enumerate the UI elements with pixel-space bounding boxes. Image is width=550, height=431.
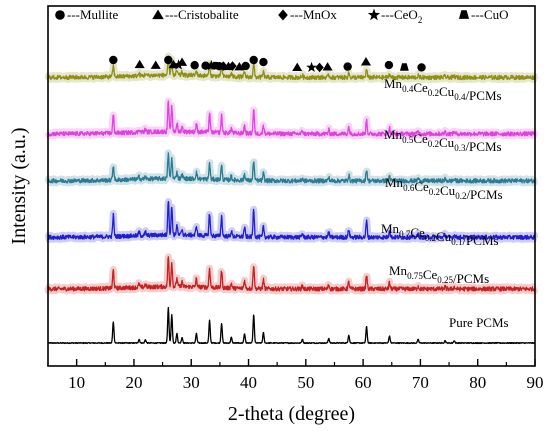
peak-marker-circle — [164, 55, 173, 65]
peak-marker-triangle — [150, 60, 161, 69]
peak-marker-layer — [109, 55, 426, 73]
series-line — [47, 256, 536, 292]
peak-marker-triangle — [360, 57, 372, 66]
legend-label: ---MnOx — [290, 7, 337, 22]
peak-marker-circle — [241, 61, 250, 71]
series-1 — [44, 253, 539, 295]
x-tick-label: 90 — [527, 373, 544, 392]
peak-marker-triangle — [134, 59, 145, 69]
peak-marker-diamond — [228, 61, 237, 71]
series-3 — [44, 149, 539, 187]
series-label-3: Mn0.6Ce0.2Cu0.2/PCMs — [385, 175, 503, 202]
series-line — [47, 152, 536, 184]
peak-marker-diamond — [315, 62, 324, 73]
x-tick-label: 10 — [68, 373, 85, 392]
series-line — [47, 306, 536, 345]
series-line — [47, 55, 536, 81]
series-5 — [44, 52, 539, 84]
peak-marker-circle — [417, 63, 426, 72]
series-0 — [47, 306, 536, 345]
series-glow — [44, 97, 539, 140]
x-tick-label: 70 — [412, 373, 429, 392]
series-glow — [44, 149, 539, 187]
plot-frame — [47, 5, 536, 367]
peak-marker-triangle — [234, 61, 245, 71]
legend-label: ---CeO2 — [381, 7, 422, 25]
legend: ---Mullite ---Cristobalite ---MnOx ---CeO2 -… — [55, 7, 509, 25]
series-label-1: Mn0.75Ce0.25/PCMs — [389, 263, 489, 286]
peak-marker-circle — [343, 62, 352, 71]
y-axis-title: Intensity (a.u.) — [8, 127, 30, 244]
x-tick-label: 50 — [297, 373, 314, 392]
legend-diamond-icon — [278, 9, 288, 21]
series-label-5: Mn0.4Ce0.2Cu0.4/PCMs — [384, 76, 502, 103]
axis-layer: 10 20 30 40 50 60 70 80 90 — [47, 359, 544, 392]
peak-marker-circle — [384, 60, 394, 70]
series-line — [47, 100, 536, 137]
legend-circle-icon — [55, 10, 65, 20]
peak-marker-triangle — [177, 57, 188, 66]
x-axis-title: 2-theta (degree) — [228, 403, 355, 425]
legend-label: ---CuO — [471, 7, 509, 22]
peak-marker-circle — [259, 57, 268, 67]
series-4 — [44, 97, 539, 140]
legend-entry-star: ---CeO2 — [367, 7, 422, 25]
series-labels: Pure PCMs Mn0.75Ce0.25/PCMs Mn0.7Ce0.2Cu0.… — [381, 76, 509, 330]
legend-trapezoid-icon — [458, 10, 470, 19]
peak-marker-circle — [190, 61, 199, 70]
series-label-0: Pure PCMs — [449, 315, 509, 330]
peak-marker-star — [205, 59, 217, 71]
x-tick-label: 80 — [469, 373, 486, 392]
legend-entry-diamond: ---MnOx — [278, 7, 337, 22]
legend-label: ---Cristobalite — [165, 7, 239, 22]
x-tick-label: 20 — [125, 373, 142, 392]
x-tick-label: 60 — [355, 373, 372, 392]
peak-marker-circle — [249, 55, 258, 65]
series-label-4: Mn0.5Ce0.2Cu0.3/PCMs — [384, 127, 502, 154]
legend-star-icon — [367, 8, 381, 21]
legend-label: ---Mullite — [67, 7, 118, 22]
peak-marker-circle — [201, 61, 210, 70]
x-tick-label: 30 — [183, 373, 200, 392]
peak-marker-triangle — [168, 59, 179, 69]
peak-marker-star — [306, 61, 317, 73]
peak-marker-trapezoid — [399, 63, 409, 71]
series-line — [47, 200, 536, 240]
peak-marker-triangle — [322, 62, 333, 71]
series-label-2: Mn0.7Ce0.2Cu0.1/PCMs — [381, 221, 499, 248]
legend-triangle-icon — [152, 9, 164, 20]
legend-entry-circle: ---Mullite — [55, 7, 118, 22]
series-layer — [44, 52, 539, 345]
series-2 — [44, 198, 539, 243]
legend-entry-triangle: ---Cristobalite — [152, 7, 239, 22]
peak-marker-triangle — [292, 62, 303, 71]
x-tick-label: 40 — [240, 373, 257, 392]
peak-marker-circle — [109, 55, 118, 65]
legend-entry-trapezoid: ---CuO — [458, 7, 509, 22]
